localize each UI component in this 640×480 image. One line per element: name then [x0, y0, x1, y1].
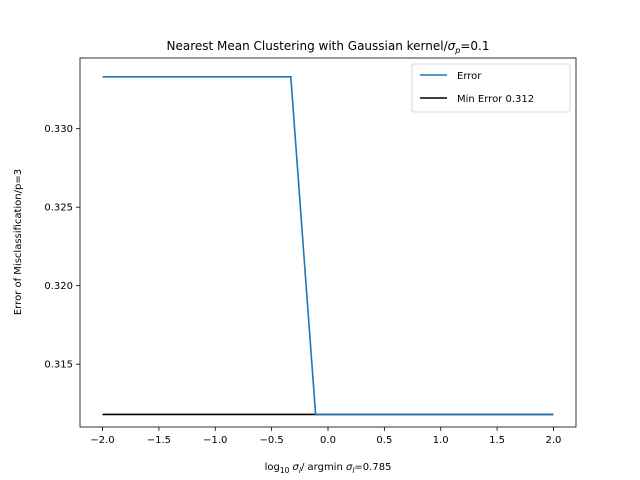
x-tick-label: 1.0	[433, 435, 449, 446]
y-axis-label: Error of Misclassification/p=3	[13, 169, 24, 315]
x-tick-label: 1.5	[489, 435, 505, 446]
y-axis-ticks: 0.315 0.320 0.325 0.330	[44, 124, 80, 371]
x-tick-label: 0.0	[320, 435, 336, 446]
y-tick-label: 0.325	[44, 203, 73, 214]
y-tick-label: 0.315	[44, 360, 73, 371]
x-tick-label: −0.5	[259, 435, 283, 446]
x-tick-label: −1.0	[203, 435, 227, 446]
x-axis-ticks: −2.0 −1.5 −1.0 −0.5 0.0 0.5 1.0 1.5 2.0	[90, 427, 561, 446]
y-tick-label: 0.320	[44, 281, 73, 292]
x-axis-label: log10 σl/ argmin σl=0.785	[265, 462, 392, 475]
y-tick-label: 0.330	[44, 124, 73, 135]
x-tick-label: −2.0	[90, 435, 114, 446]
series-line-error	[102, 76, 554, 416]
series-layer	[102, 76, 554, 416]
x-tick-label: 2.0	[546, 435, 562, 446]
x-tick-label: −1.5	[147, 435, 171, 446]
legend-box	[411, 63, 571, 113]
x-tick-label: 0.5	[376, 435, 392, 446]
legend-label-error: Error	[457, 71, 482, 82]
legend-label-min-error: Min Error 0.312	[457, 94, 534, 105]
chart-title: Nearest Mean Clustering with Gaussian ke…	[167, 39, 490, 55]
legend: Error Min Error 0.312	[411, 63, 571, 113]
